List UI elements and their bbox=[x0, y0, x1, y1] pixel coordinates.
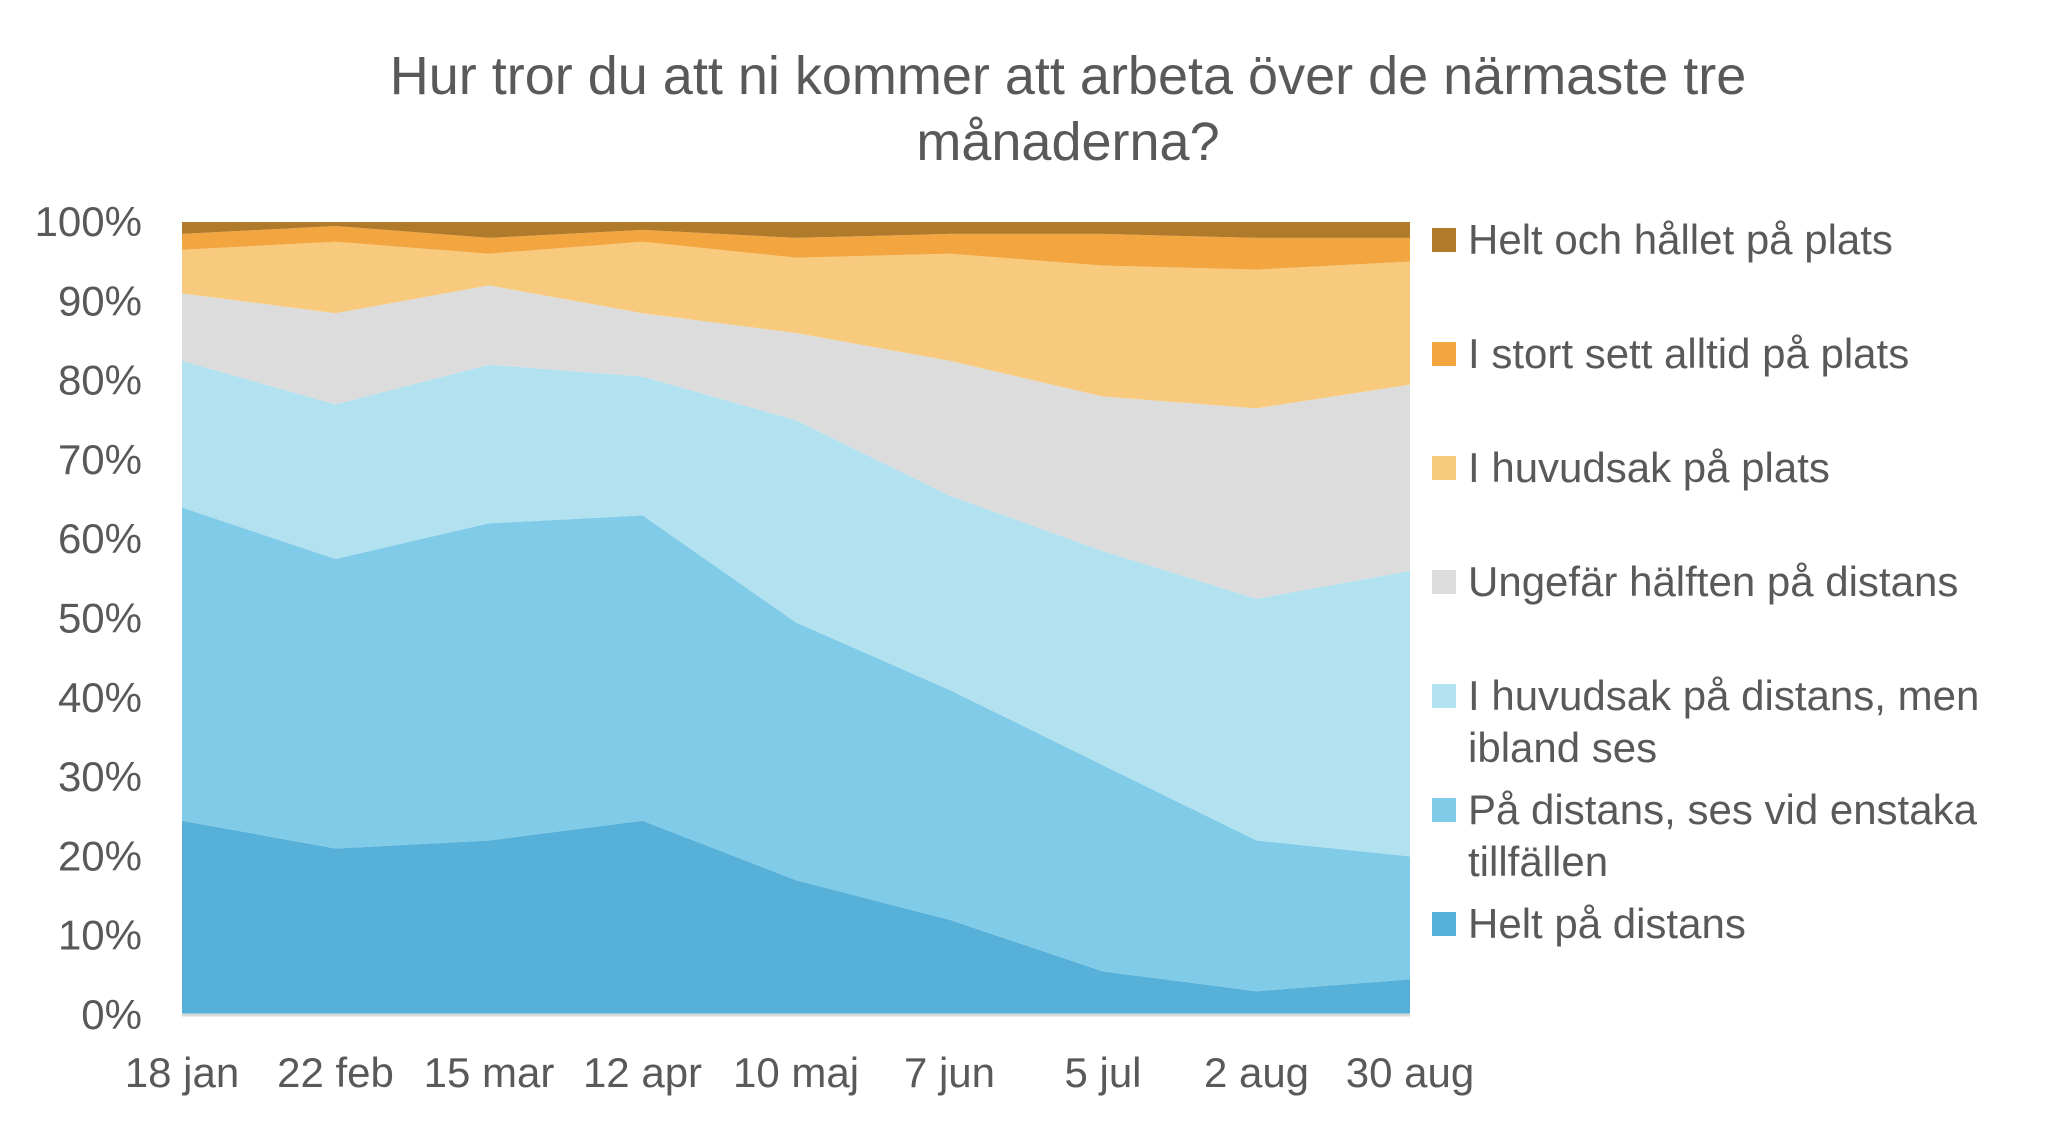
x-tick-label: 5 jul bbox=[1064, 1049, 1141, 1096]
y-tick-label: 50% bbox=[58, 595, 142, 642]
legend-item-i-huvudsak-pa-plats: I huvudsak på plats bbox=[1432, 444, 1830, 491]
legend-swatch bbox=[1432, 570, 1456, 594]
legend-swatch bbox=[1432, 684, 1456, 708]
legend-label: Helt och hållet på plats bbox=[1468, 216, 1893, 263]
legend-swatch bbox=[1432, 912, 1456, 936]
area-series-i-stort-sett-alltid-pa-plats bbox=[182, 226, 1410, 270]
x-tick-label: 12 apr bbox=[583, 1049, 702, 1096]
x-tick-label: 30 aug bbox=[1346, 1049, 1474, 1096]
y-tick-label: 0% bbox=[81, 991, 142, 1038]
legend-label: Helt på distans bbox=[1468, 900, 1746, 947]
y-tick-label: 20% bbox=[58, 832, 142, 879]
legend-label: I huvudsak på distans, men ibland ses bbox=[1468, 672, 1979, 771]
y-tick-label: 80% bbox=[58, 357, 142, 404]
axes: 0% 10% 20% 30% 40% 50% 60% 70% 80% 90% 100% 18 jan 2… bbox=[35, 198, 1475, 1096]
legend-swatch bbox=[1432, 798, 1456, 822]
legend-item-i-huvudsak-pa-distans-men-ibland-ses: I huvudsak på distans, men ibland ses bbox=[1432, 672, 1979, 771]
area-series-helt-och-hallet-pa-plats bbox=[182, 222, 1410, 238]
area-series-pa-distans-ses-vid-enstaka-tillfallen bbox=[182, 507, 1410, 992]
x-tick-label: 7 jun bbox=[904, 1049, 995, 1096]
legend-label: I huvudsak på plats bbox=[1468, 444, 1830, 491]
y-tick-label: 60% bbox=[58, 515, 142, 562]
y-tick-label: 40% bbox=[58, 674, 142, 721]
legend-swatch bbox=[1432, 228, 1456, 252]
y-tick-label: 10% bbox=[58, 912, 142, 959]
x-tick-label: 18 jan bbox=[125, 1049, 239, 1096]
area-series-ungefar-halften-pa-distans bbox=[182, 285, 1410, 599]
x-tick-label: 2 aug bbox=[1204, 1049, 1309, 1096]
legend-item-pa-distans-ses-vid-enstaka-tillfallen: På distans, ses vid enstaka tillfällen bbox=[1432, 786, 1978, 885]
legend-item-helt-och-hallet-pa-plats: Helt och hållet på plats bbox=[1432, 216, 1893, 263]
legend: Helt och hållet på plats I stort sett all… bbox=[1432, 216, 1979, 947]
legend-label: Ungefär hälften på distans bbox=[1468, 558, 1958, 605]
legend-swatch bbox=[1432, 342, 1456, 366]
legend-swatch bbox=[1432, 456, 1456, 480]
y-tick-label: 30% bbox=[58, 753, 142, 800]
area-series-i-huvudsak-pa-plats bbox=[182, 241, 1410, 409]
legend-label: På distans, ses vid enstaka tillfällen bbox=[1468, 786, 1978, 885]
y-tick-label: 90% bbox=[58, 277, 142, 324]
x-tick-label: 10 maj bbox=[733, 1049, 859, 1096]
area-series-i-huvudsak-pa-distans-men-ibland-ses bbox=[182, 360, 1410, 857]
y-tick-label: 70% bbox=[58, 436, 142, 483]
legend-item-i-stort-sett-alltid-pa-plats: I stort sett alltid på plats bbox=[1432, 330, 1909, 377]
legend-label: I stort sett alltid på plats bbox=[1468, 330, 1909, 377]
x-tick-label: 22 feb bbox=[277, 1049, 394, 1096]
area-series-helt-pa-distans bbox=[182, 820, 1410, 1015]
plot-area bbox=[182, 222, 1410, 1015]
chart-title: Hur tror du att ni kommer att arbeta öve… bbox=[390, 46, 1747, 172]
chart-title-line-1: Hur tror du att ni kommer att arbeta öve… bbox=[390, 46, 1747, 106]
y-tick-label: 100% bbox=[35, 198, 142, 245]
legend-item-helt-pa-distans: Helt på distans bbox=[1432, 900, 1746, 947]
chart-title-line-2: månaderna? bbox=[916, 112, 1219, 172]
x-tick-label: 15 mar bbox=[424, 1049, 555, 1096]
legend-item-ungefar-halften-pa-distans: Ungefär hälften på distans bbox=[1432, 558, 1958, 605]
